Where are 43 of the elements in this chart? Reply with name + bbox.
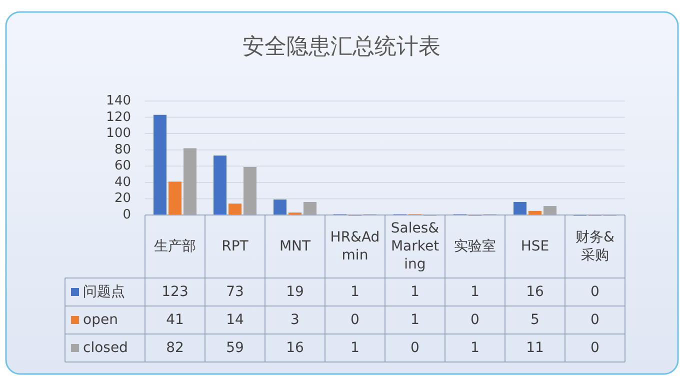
data-label: 11 [526,340,544,356]
data-label: 14 [226,312,244,328]
data-label: 82 [166,340,184,356]
data-label: 1 [470,340,480,356]
data-label: 41 [166,312,184,328]
x-tick-label: Sales&Marketing [390,220,440,272]
chart-title: 安全隐患汇总统计表 [242,34,440,60]
legend-label: 问题点 [83,284,125,300]
data-label: 5 [530,312,540,328]
data-label: 19 [286,284,304,300]
x-tick-label: HR&Admin [330,230,380,264]
legend-label: closed [83,340,128,356]
data-label: 16 [526,284,544,300]
y-tick-label: 40 [114,174,131,190]
data-label: 0 [590,284,600,300]
y-tick-label: 100 [106,126,131,142]
data-label: 123 [162,284,188,300]
x-tick-label: 实验室 [454,238,496,254]
data-label: 59 [226,340,244,356]
data-label: 1 [470,284,480,300]
data-label: 1 [410,312,420,328]
legend-label: open [83,312,118,328]
data-label: 1 [410,284,420,300]
x-tick-label: MNT [279,238,311,254]
data-label: 0 [590,340,600,356]
y-tick-label: 140 [106,94,131,108]
x-tick-label: 财务&采购 [576,230,615,264]
y-tick-label: 60 [114,158,131,174]
data-label: 1 [350,340,360,356]
x-tick-label: 生产部 [154,238,196,254]
data-label: 0 [590,312,600,328]
y-tick-label: 80 [114,142,131,158]
x-tick-label: HSE [520,238,550,254]
data-label: 0 [470,312,480,328]
data-label: 16 [286,340,304,356]
y-tick-label: 20 [114,191,131,206]
data-label: 1 [350,284,360,300]
x-tick-label: RPT [222,238,249,254]
data-label: 73 [226,284,244,300]
data-label: 0 [410,340,420,356]
y-tick-label: 120 [106,110,131,125]
data-label: 3 [290,312,300,328]
data-label: 0 [350,312,360,328]
